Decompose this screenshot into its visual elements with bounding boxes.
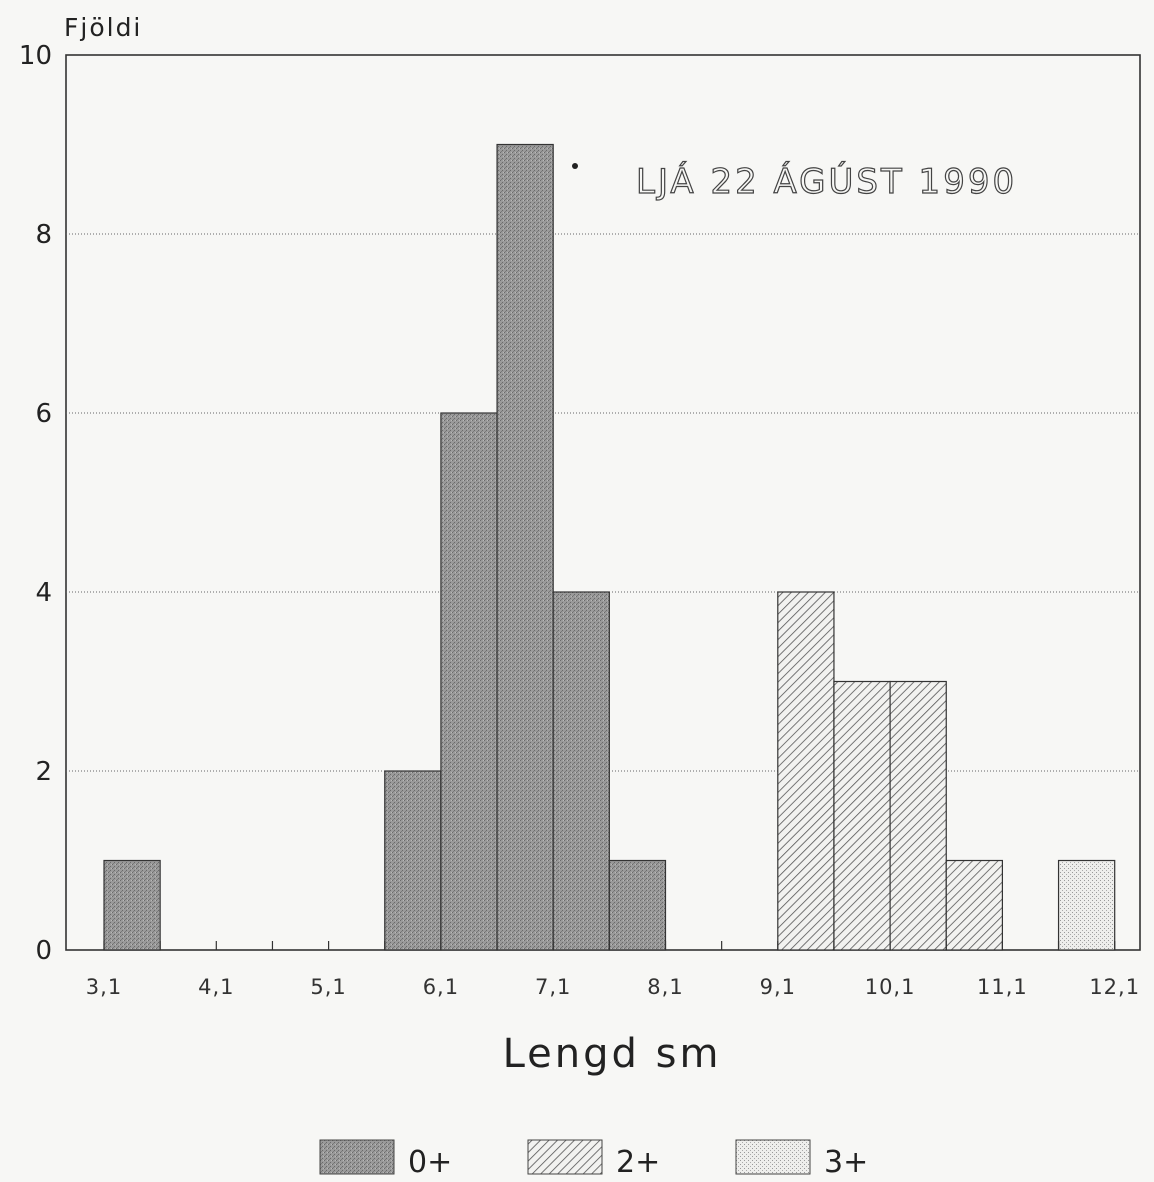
y-tick-label-4: 4 (35, 578, 52, 608)
bar-0plus-5 (608, 859, 667, 951)
y-tick-label-8: 8 (35, 220, 52, 250)
bar-0plus-0 (103, 859, 161, 951)
x-tick-label-9-1: 9,1 (760, 975, 796, 999)
bar-0plus-3 (496, 143, 554, 951)
x-tick-label-3-1: 3,1 (86, 975, 122, 999)
x-tick-label-10-1: 10,1 (865, 975, 916, 999)
y-tick-label-2: 2 (35, 757, 52, 787)
bars (103, 143, 1116, 951)
y-ticks: 0 2 4 6 8 10 (19, 41, 52, 966)
x-tick-label-6-1: 6,1 (423, 975, 459, 999)
x-tick-label-11-1: 11,1 (977, 975, 1028, 999)
x-axis-title: Lengd sm (503, 1031, 722, 1077)
legend-swatch-3plus (735, 1139, 811, 1175)
bar-0plus-4 (552, 591, 610, 951)
x-tick-label-7-1: 7,1 (535, 975, 571, 999)
y-tick-label-6: 6 (35, 399, 52, 429)
legend-label-2plus: 2+ (616, 1145, 660, 1180)
y-axis-title: Fjöldi (64, 13, 142, 42)
x-tick-label-5-1: 5,1 (310, 975, 346, 999)
bar-2plus-1 (833, 680, 891, 951)
bar-2plus-3 (945, 859, 1004, 951)
bar-2plus-2 (889, 680, 947, 951)
y-tick-label-0: 0 (35, 936, 52, 966)
bar-2plus-0 (777, 591, 835, 951)
x-tick-label-12-1: 12,1 (1089, 975, 1140, 999)
legend: 0+ 2+ 3+ (319, 1139, 868, 1180)
y-tick-label-10: 10 (19, 41, 52, 71)
legend-swatch-2plus (527, 1139, 603, 1175)
legend-swatch-0plus (319, 1139, 395, 1175)
annotation-dot (572, 163, 578, 169)
legend-label-0plus: 0+ (408, 1145, 452, 1180)
chart-title-annotation: LJÁ 22 ÁGÚST 1990 (636, 161, 1017, 202)
legend-label-3plus: 3+ (824, 1145, 868, 1180)
bar-3plus-0 (1057, 859, 1116, 951)
bar-0plus-2 (440, 412, 498, 951)
x-ticks: 3,1 4,1 5,1 6,1 7,1 8,1 9,1 10,1 11,1 12,1 (86, 941, 1140, 999)
bar-0plus-1 (384, 770, 442, 951)
x-tick-label-8-1: 8,1 (647, 975, 683, 999)
x-tick-label-4-1: 4,1 (198, 975, 234, 999)
